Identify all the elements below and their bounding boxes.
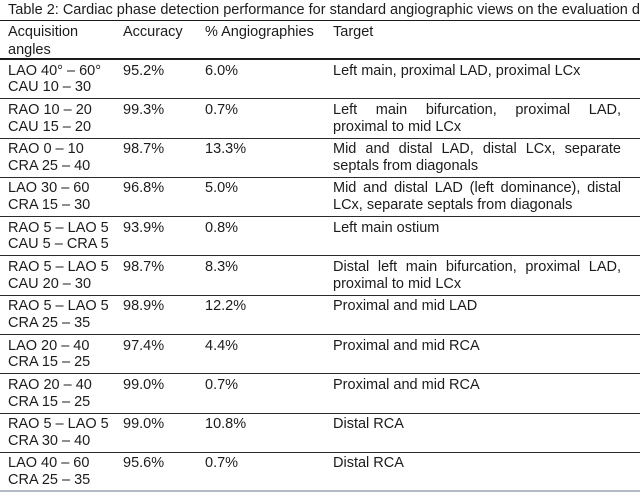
- page-bottom-edge-line: [0, 490, 640, 492]
- cell-target: Proximal and mid LAD: [333, 298, 478, 315]
- table-row: RAO 0 – 10 CRA 25 – 40 98.7% 13.3% Mid a…: [0, 139, 640, 178]
- angles-line-2: CRA 25 – 40: [8, 157, 91, 174]
- table-row: LAO 20 – 40 CRA 15 – 25 97.4% 4.4% Proxi…: [0, 335, 640, 375]
- angles-line-2: CAU 20 – 30: [8, 275, 92, 292]
- cell-acquisition-angles: RAO 20 – 40 CRA 15 – 25: [8, 377, 123, 413]
- cell-target: Left main, proximal LAD, proximal LCx: [333, 62, 581, 79]
- cell-accuracy: 98.7%: [123, 141, 165, 158]
- table-caption: Table 2: Cardiac phase detection perform…: [0, 0, 640, 21]
- table-row: RAO 5 – LAO 5 CRA 30 – 40 99.0% 10.8% Di…: [0, 414, 640, 453]
- cell-percent-angiographies: 0.7%: [205, 455, 239, 472]
- cell-percent-angiographies: 0.7%: [205, 101, 239, 118]
- angles-line-1: LAO 40° – 60°: [8, 62, 102, 79]
- table-row: RAO 10 – 20 CAU 15 – 20 99.3% 0.7% Left …: [0, 99, 640, 139]
- angles-line-1: LAO 30 – 60: [8, 180, 90, 197]
- cell-target: Left main bifurcation, proximal LAD, pro…: [333, 101, 621, 135]
- cell-percent-angiographies: 5.0%: [205, 180, 239, 197]
- angles-line-1: RAO 5 – LAO 5: [8, 416, 109, 433]
- angles-line-2: CRA 15 – 25: [8, 393, 91, 410]
- table-row: RAO 20 – 40 CRA 15 – 25 99.0% 0.7% Proxi…: [0, 374, 640, 414]
- cell-accuracy: 99.0%: [123, 376, 165, 393]
- cell-percent-angiographies: 10.8%: [205, 416, 247, 433]
- cell-acquisition-angles: RAO 5 – LAO 5 CAU 20 – 30: [8, 259, 123, 295]
- cell-accuracy: 93.9%: [123, 219, 165, 236]
- header-accuracy: Accuracy: [123, 24, 183, 40]
- cell-target: Mid and distal LAD, distal LCx, separate…: [333, 141, 621, 174]
- cell-acquisition-angles: RAO 5 – LAO 5 CRA 30 – 40: [8, 416, 123, 452]
- table-row: LAO 40° – 60° CAU 10 – 30 95.2% 6.0% Lef…: [0, 60, 640, 100]
- cell-target: Left main ostium: [333, 219, 440, 236]
- cell-acquisition-angles: RAO 0 – 10 CRA 25 – 40: [8, 141, 123, 177]
- cell-percent-angiographies: 6.0%: [205, 62, 239, 79]
- cell-accuracy: 99.0%: [123, 416, 165, 433]
- angles-line-1: RAO 10 – 20: [8, 101, 92, 118]
- angles-line-1: RAO 5 – LAO 5: [8, 298, 109, 315]
- cell-acquisition-angles: LAO 40° – 60° CAU 10 – 30: [8, 63, 123, 99]
- angles-line-1: RAO 20 – 40: [8, 376, 92, 393]
- cell-acquisition-angles: LAO 20 – 40 CRA 15 – 25: [8, 338, 123, 374]
- cell-percent-angiographies: 4.4%: [205, 337, 239, 354]
- table-row: RAO 5 – LAO 5 CAU 5 – CRA 5 93.9% 0.8% L…: [0, 217, 640, 257]
- table-row: RAO 5 – LAO 5 CRA 25 – 35 98.9% 12.2% Pr…: [0, 296, 640, 336]
- cell-target: Distal RCA: [333, 455, 404, 472]
- cell-percent-angiographies: 0.7%: [205, 376, 239, 393]
- header-acquisition-angles: Acquisition angles: [8, 24, 79, 58]
- angles-line-2: CAU 10 – 30: [8, 79, 92, 96]
- cell-accuracy: 95.6%: [123, 455, 165, 472]
- cell-accuracy: 99.3%: [123, 101, 165, 118]
- angles-line-2: CRA 15 – 30: [8, 197, 91, 214]
- cell-acquisition-angles: RAO 5 – LAO 5 CAU 5 – CRA 5: [8, 220, 123, 256]
- header-percent-angiographies: % Angiographies: [205, 24, 314, 40]
- cell-accuracy: 96.8%: [123, 180, 165, 197]
- cell-target: Proximal and mid RCA: [333, 337, 480, 354]
- cell-percent-angiographies: 12.2%: [205, 298, 247, 315]
- cell-target: Mid and distal LAD (left dominance), dis…: [333, 180, 621, 214]
- header-target: Target: [333, 24, 374, 40]
- cell-accuracy: 98.9%: [123, 298, 165, 315]
- table-body: LAO 40° – 60° CAU 10 – 30 95.2% 6.0% Lef…: [0, 60, 640, 492]
- cell-acquisition-angles: LAO 40 – 60 CRA 25 – 35: [8, 455, 123, 492]
- cell-percent-angiographies: 13.3%: [205, 141, 247, 158]
- table-row: LAO 30 – 60 CRA 15 – 30 96.8% 5.0% Mid a…: [0, 178, 640, 218]
- angles-line-2: CRA 25 – 35: [8, 472, 91, 489]
- table-header-row: Acquisition angles Accuracy % Angiograph…: [0, 21, 640, 60]
- cell-accuracy: 95.2%: [123, 62, 165, 79]
- angles-line-2: CAU 5 – CRA 5: [8, 236, 109, 253]
- angles-line-1: RAO 5 – LAO 5: [8, 258, 109, 275]
- cell-percent-angiographies: 8.3%: [205, 258, 239, 275]
- cell-percent-angiographies: 0.8%: [205, 219, 239, 236]
- angles-line-2: CRA 30 – 40: [8, 432, 91, 449]
- table-row: RAO 5 – LAO 5 CAU 20 – 30 98.7% 8.3% Dis…: [0, 256, 640, 296]
- angles-line-1: RAO 0 – 10: [8, 141, 84, 158]
- cell-target: Distal left main bifurcation, proximal L…: [333, 258, 621, 292]
- cell-acquisition-angles: LAO 30 – 60 CRA 15 – 30: [8, 180, 123, 216]
- cell-target: Distal RCA: [333, 416, 404, 433]
- cell-acquisition-angles: RAO 5 – LAO 5 CRA 25 – 35: [8, 298, 123, 334]
- cell-target: Proximal and mid RCA: [333, 376, 480, 393]
- angles-line-2: CAU 15 – 20: [8, 118, 92, 135]
- angles-line-1: LAO 20 – 40: [8, 337, 90, 354]
- cell-accuracy: 97.4%: [123, 337, 165, 354]
- angles-line-1: RAO 5 – LAO 5: [8, 219, 109, 236]
- angles-line-1: LAO 40 – 60: [8, 455, 90, 472]
- cell-acquisition-angles: RAO 10 – 20 CAU 15 – 20: [8, 102, 123, 138]
- cell-accuracy: 98.7%: [123, 258, 165, 275]
- table-row: LAO 40 – 60 CRA 25 – 35 95.6% 0.7% Dista…: [0, 453, 640, 492]
- angles-line-2: CRA 15 – 25: [8, 354, 91, 371]
- angles-line-2: CRA 25 – 35: [8, 315, 91, 332]
